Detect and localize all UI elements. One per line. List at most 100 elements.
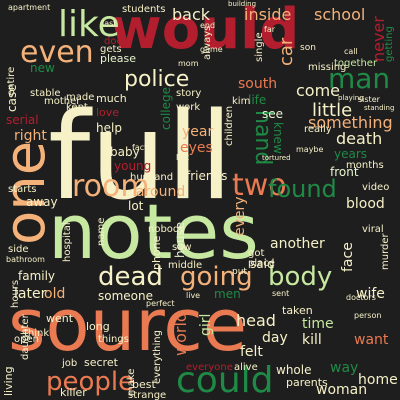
word-playing: playing bbox=[338, 94, 364, 102]
word-end: end bbox=[200, 21, 215, 30]
word-wife: wife bbox=[356, 286, 385, 302]
word-parents: parents bbox=[286, 376, 328, 389]
word-bathroom: bathroom bbox=[6, 255, 45, 264]
word-kill: kill bbox=[302, 332, 322, 348]
word-friends: friends bbox=[186, 169, 227, 183]
word-going: going bbox=[180, 262, 253, 292]
word-home: home bbox=[358, 372, 398, 388]
word-people: people bbox=[46, 367, 134, 397]
word-lot: lot bbox=[128, 199, 144, 213]
word-video: video bbox=[362, 182, 389, 193]
word-taken: taken bbox=[282, 304, 313, 317]
word-found: found bbox=[268, 175, 337, 203]
word-long: long bbox=[86, 320, 110, 333]
word-apartment: apartment bbox=[8, 3, 50, 12]
word-make: make bbox=[126, 369, 137, 396]
word-something: something bbox=[308, 113, 393, 132]
word-went: went bbox=[46, 312, 74, 325]
word-much: much bbox=[96, 92, 127, 105]
word-side: side bbox=[8, 244, 29, 255]
word-full: full bbox=[48, 88, 233, 227]
word-see: see bbox=[262, 107, 283, 121]
word-living: living bbox=[2, 366, 15, 396]
word-family: family bbox=[18, 269, 55, 283]
word-men: men bbox=[214, 287, 241, 301]
word-left: left bbox=[176, 153, 189, 162]
word-source: source bbox=[8, 283, 247, 367]
word-months: months bbox=[346, 160, 384, 171]
word-place: place bbox=[248, 258, 275, 269]
word-every: every bbox=[232, 196, 248, 236]
word-gets: gets bbox=[100, 44, 122, 55]
word-knew: knew bbox=[271, 122, 285, 154]
word-children: children bbox=[224, 106, 235, 146]
word-always: always bbox=[202, 26, 213, 60]
word-case: case bbox=[5, 84, 19, 112]
word-entire: entire bbox=[6, 67, 17, 96]
word-felt: felt bbox=[240, 344, 263, 360]
word-stable: stable bbox=[30, 88, 61, 99]
word-open: open bbox=[14, 334, 39, 345]
word-put: put bbox=[232, 267, 247, 277]
word-murder: murder bbox=[380, 232, 391, 270]
word-new: new bbox=[30, 61, 55, 75]
word-said: said bbox=[250, 257, 275, 271]
word-little: little bbox=[312, 100, 352, 121]
word-young: young bbox=[114, 159, 151, 173]
word-time: time bbox=[302, 316, 334, 332]
word-together: together bbox=[334, 58, 378, 69]
word-later: old bbox=[44, 286, 65, 302]
word-life: life bbox=[248, 93, 266, 107]
word-serial: serial bbox=[6, 113, 39, 127]
word-students: students bbox=[122, 4, 165, 15]
word-far: far bbox=[264, 25, 276, 34]
word-head: head bbox=[236, 311, 276, 330]
word-hand: hand bbox=[250, 110, 275, 165]
word-secret: secret bbox=[84, 356, 119, 369]
word-missing: missing bbox=[308, 62, 346, 73]
word-blood: blood bbox=[346, 196, 385, 212]
word-would: would bbox=[110, 0, 299, 62]
word-one: one bbox=[0, 141, 58, 245]
word-hours: hours bbox=[10, 280, 21, 308]
word-person: person bbox=[354, 311, 381, 320]
word-story: story bbox=[176, 88, 201, 99]
word-back: back bbox=[172, 5, 211, 24]
word-want: want bbox=[354, 332, 389, 348]
word-does: does bbox=[104, 36, 128, 47]
word-police: police bbox=[124, 67, 189, 92]
word-woman: woman bbox=[316, 382, 367, 398]
word-baby: baby bbox=[110, 145, 140, 159]
word-room: room bbox=[72, 169, 150, 204]
word-son: son bbox=[300, 43, 316, 53]
word-perfect: perfect bbox=[146, 299, 175, 308]
word-daughter: daughter bbox=[20, 313, 31, 360]
word-work: work bbox=[176, 102, 200, 113]
word-south: south bbox=[238, 76, 277, 92]
word-everyone: everyone bbox=[186, 362, 233, 373]
word-man: man bbox=[328, 62, 390, 95]
word-car: car bbox=[276, 37, 297, 66]
word-mom: mom bbox=[178, 59, 199, 68]
word-help: help bbox=[96, 121, 122, 135]
word-even: even bbox=[20, 35, 94, 70]
word-school: school bbox=[314, 5, 365, 24]
word-house: house bbox=[173, 222, 187, 258]
word-body: body bbox=[268, 262, 332, 292]
word-come: come bbox=[296, 81, 340, 100]
word-husband: husband bbox=[130, 172, 173, 183]
word-name: name bbox=[96, 218, 107, 246]
word-saw: saw bbox=[172, 242, 192, 253]
word-way: way bbox=[330, 360, 358, 376]
word-girl: girl bbox=[198, 314, 214, 336]
word-viral: viral bbox=[362, 224, 384, 235]
word-year: year bbox=[182, 124, 213, 140]
word-away: away bbox=[26, 195, 58, 209]
word-whole: whole bbox=[276, 363, 311, 377]
word-fact: fact bbox=[132, 143, 147, 152]
word-killer: killer bbox=[60, 386, 87, 399]
word-like: like bbox=[58, 4, 120, 45]
word-middle: middle bbox=[168, 260, 202, 271]
